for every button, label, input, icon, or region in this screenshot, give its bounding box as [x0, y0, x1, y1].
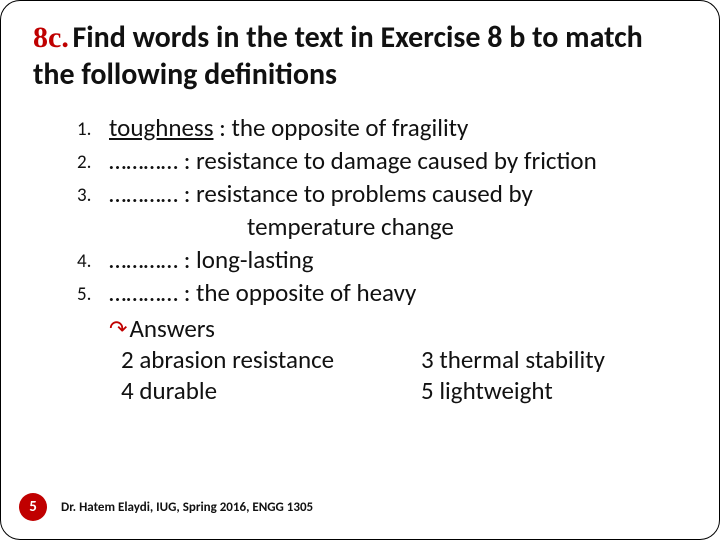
item-text: ………… : resistance to damage caused by fr…: [109, 144, 687, 177]
answers-col-2: 3 thermal stability 5 lightweight: [421, 344, 605, 406]
list-item: 5. ………… : the opposite of heavy: [77, 276, 687, 309]
list-item: 1. toughness : the opposite of fragility: [77, 111, 687, 144]
answer: 2 abrasion resistance: [121, 344, 421, 375]
answers-heading: ↷Answers: [109, 313, 687, 344]
slide: 8c. Find words in the text in Exercise 8…: [0, 0, 720, 540]
term: toughness: [109, 112, 213, 143]
exercise-title-text: Find words in the text in Exercise 8 b t…: [33, 19, 643, 93]
item-number: 4.: [77, 243, 109, 274]
definition-list: 1. toughness : the opposite of fragility…: [77, 111, 687, 406]
item-text: toughness : the opposite of fragility: [109, 111, 687, 144]
definition: : resistance to damage caused by frictio…: [178, 145, 597, 176]
term: …………: [109, 145, 178, 176]
list-item: 3. ………… : resistance to problems caused …: [77, 177, 687, 210]
list-item: 4. ………… : long-lasting: [77, 243, 687, 276]
list-item: 2. ………… : resistance to damage caused by…: [77, 144, 687, 177]
definition: : the opposite of fragility: [213, 112, 468, 143]
item-number: 5.: [77, 276, 109, 307]
answer: 5 lightweight: [421, 375, 605, 406]
page-number: 5: [29, 498, 37, 516]
answer: 4 durable: [121, 375, 421, 406]
page-number-badge: 5: [19, 493, 47, 521]
exercise-title: 8c. Find words in the text in Exercise 8…: [33, 19, 687, 93]
item-text: ………… : long-lasting: [109, 243, 687, 276]
arrow-icon: ↷: [109, 315, 127, 342]
answer: 3 thermal stability: [421, 344, 605, 375]
item-number: 2.: [77, 144, 109, 175]
item-number: 3.: [77, 177, 109, 208]
item-text: ………… : resistance to problems caused by: [109, 177, 687, 210]
answers-col-1: 2 abrasion resistance 4 durable: [121, 344, 421, 406]
footer-attribution: Dr. Hatem Elaydi, IUG, Spring 2016, ENGG…: [61, 500, 313, 515]
answers-label: Answers: [129, 313, 214, 344]
exercise-number: 8c.: [33, 21, 69, 54]
definition: : resistance to problems caused by: [178, 178, 533, 209]
term: …………: [109, 244, 178, 275]
answers-grid: 2 abrasion resistance 4 durable 3 therma…: [121, 344, 687, 406]
term: …………: [109, 277, 178, 308]
definition: : long-lasting: [178, 244, 314, 275]
definition: : the opposite of heavy: [178, 277, 416, 308]
term: …………: [109, 178, 178, 209]
item-text: ………… : the opposite of heavy: [109, 276, 687, 309]
item-continuation: temperature change: [247, 210, 687, 243]
item-number: 1.: [77, 111, 109, 142]
